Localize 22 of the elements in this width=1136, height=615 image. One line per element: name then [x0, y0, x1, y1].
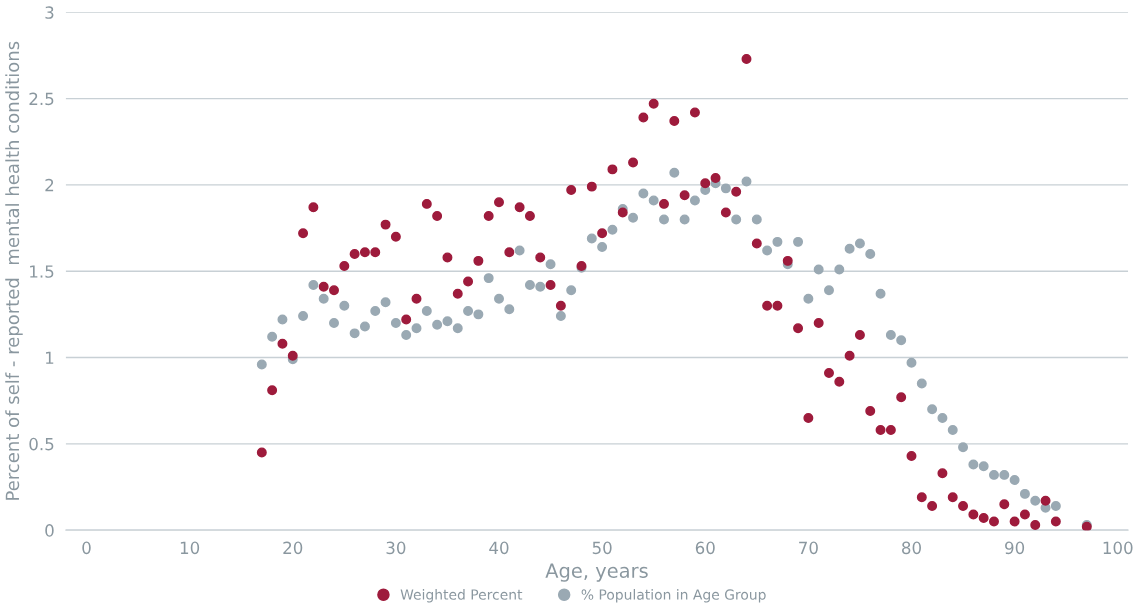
y-tick-label: 0.5	[29, 437, 54, 451]
y-tick-label: 0	[45, 524, 54, 537]
legend-label: % Population in Age Group	[581, 589, 766, 603]
x-tick-label: 40	[489, 541, 509, 555]
y-axis-title: Percent of self - reported mental health conditions	[5, 41, 23, 500]
x-tick-label: 80	[902, 541, 921, 555]
x-tick-label: 0	[82, 541, 91, 555]
x-tick-label: 10	[180, 541, 200, 555]
y-tick-label: 2	[45, 178, 54, 192]
x-tick-label: 60	[695, 541, 715, 555]
y-tick-label: 1.5	[30, 265, 54, 278]
x-tick-label: 50	[592, 541, 612, 555]
x-axis-title: Age, years	[545, 563, 648, 582]
y-tick-label: 3	[45, 6, 54, 19]
y-tick-label: 1	[46, 351, 54, 364]
x-tick-label: 30	[386, 541, 406, 555]
x-tick-label: 100	[1103, 541, 1133, 555]
x-tick-label: 70	[799, 541, 818, 555]
x-tick-label: 20	[283, 541, 303, 555]
y-tick-label: 2.5	[29, 92, 54, 106]
legend-label: Weighted Percent	[400, 589, 523, 603]
x-tick-label: 90	[1005, 541, 1025, 555]
